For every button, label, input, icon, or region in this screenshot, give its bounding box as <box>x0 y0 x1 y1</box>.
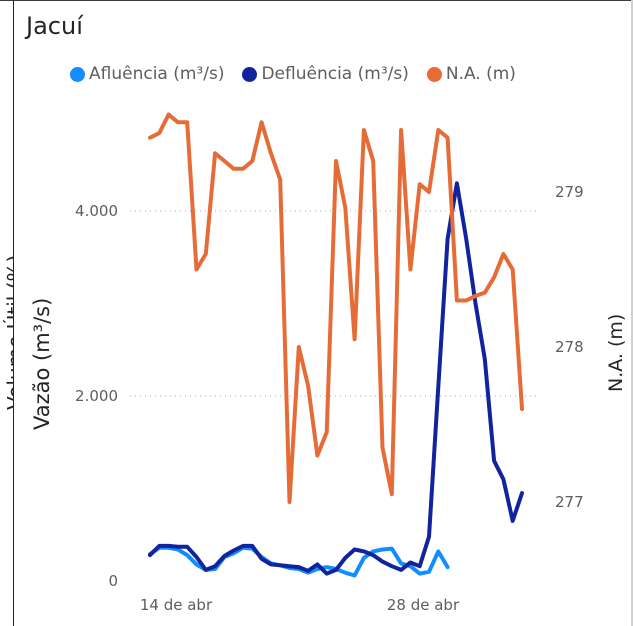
frame-right-border <box>631 0 633 626</box>
y-right-tick-label: 278 <box>555 338 584 356</box>
frame-top-border <box>0 0 633 1</box>
legend-label-na: N.A. (m) <box>445 64 516 84</box>
y-right-tick-label: 279 <box>555 183 584 201</box>
y-left-tick-label: 0 <box>108 572 118 590</box>
legend-label-afluencia: Afluência (m³/s) <box>89 64 225 84</box>
y-left-tick-label: 2.000 <box>75 387 118 405</box>
legend-item-na[interactable]: N.A. (m) <box>426 64 516 84</box>
legend-item-afluencia[interactable]: Afluência (m³/s) <box>70 64 224 84</box>
chart-title: Jacuí <box>26 12 83 40</box>
legend-marker-afluencia <box>70 66 85 82</box>
y-right-tick-label: 277 <box>555 493 584 511</box>
y-left-tick-label: 4.000 <box>75 202 118 220</box>
legend: Afluência (m³/s) Defluência (m³/s) N.A. … <box>70 64 516 84</box>
legend-label-defluencia: Defluência (m³/s) <box>261 64 409 84</box>
legend-marker-na <box>426 66 442 82</box>
x-tick-label: 28 de abr <box>387 596 460 614</box>
series-line-defluencia <box>148 181 524 576</box>
legend-marker-defluencia <box>242 66 258 82</box>
series-line-afluencia <box>148 545 450 578</box>
x-tick-label: 14 de abr <box>140 596 213 614</box>
left-panel-divider <box>13 0 14 626</box>
legend-item-defluencia[interactable]: Defluência (m³/s) <box>242 64 409 84</box>
series-line-na <box>148 112 524 504</box>
